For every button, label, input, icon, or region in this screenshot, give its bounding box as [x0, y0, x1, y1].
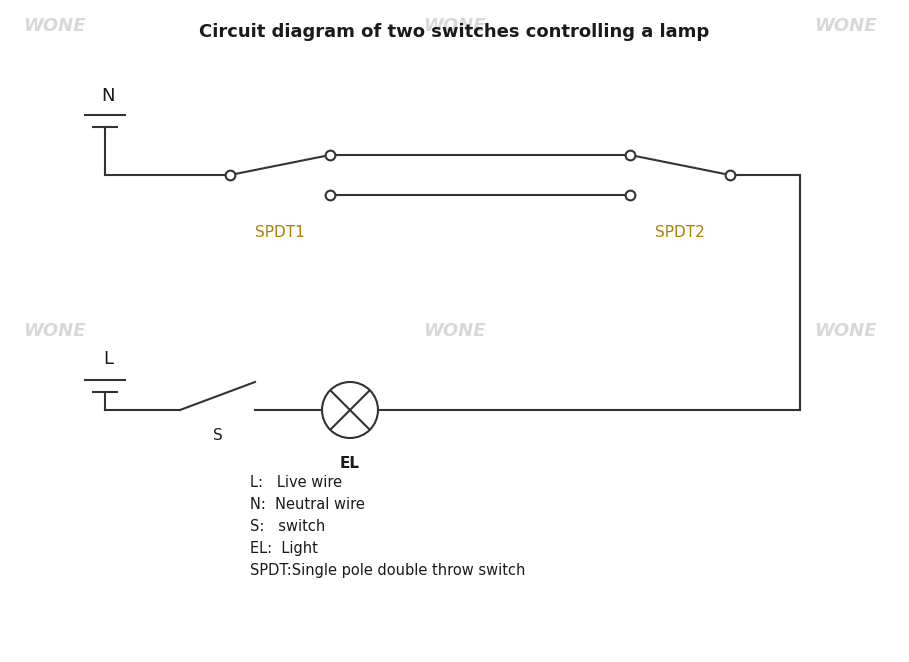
- Text: WONE: WONE: [424, 17, 485, 36]
- Text: WONE: WONE: [24, 17, 85, 36]
- Text: N: N: [101, 87, 115, 105]
- Text: N:  Neutral wire: N: Neutral wire: [250, 497, 365, 512]
- Text: WONE: WONE: [814, 322, 876, 340]
- Text: SPDT:Single pole double throw switch: SPDT:Single pole double throw switch: [250, 563, 525, 578]
- Text: S:   switch: S: switch: [250, 519, 325, 534]
- Text: WONE: WONE: [814, 17, 876, 36]
- Text: L:   Live wire: L: Live wire: [250, 475, 342, 490]
- Text: Circuit diagram of two switches controlling a lamp: Circuit diagram of two switches controll…: [199, 23, 709, 41]
- Text: EL: EL: [340, 456, 360, 471]
- Text: WONE: WONE: [424, 322, 485, 340]
- Text: SPDT1: SPDT1: [255, 225, 305, 240]
- Text: L: L: [103, 350, 113, 368]
- Text: SPDT2: SPDT2: [655, 225, 704, 240]
- Text: S: S: [213, 428, 223, 443]
- Text: WONE: WONE: [24, 322, 85, 340]
- Text: EL:  Light: EL: Light: [250, 541, 318, 556]
